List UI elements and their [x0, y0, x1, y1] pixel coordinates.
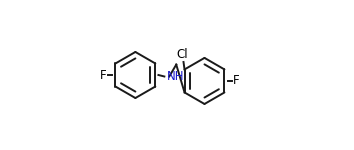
Text: NH: NH [167, 70, 184, 83]
Text: Cl: Cl [177, 48, 188, 60]
Text: F: F [100, 69, 107, 81]
Text: F: F [233, 74, 240, 87]
